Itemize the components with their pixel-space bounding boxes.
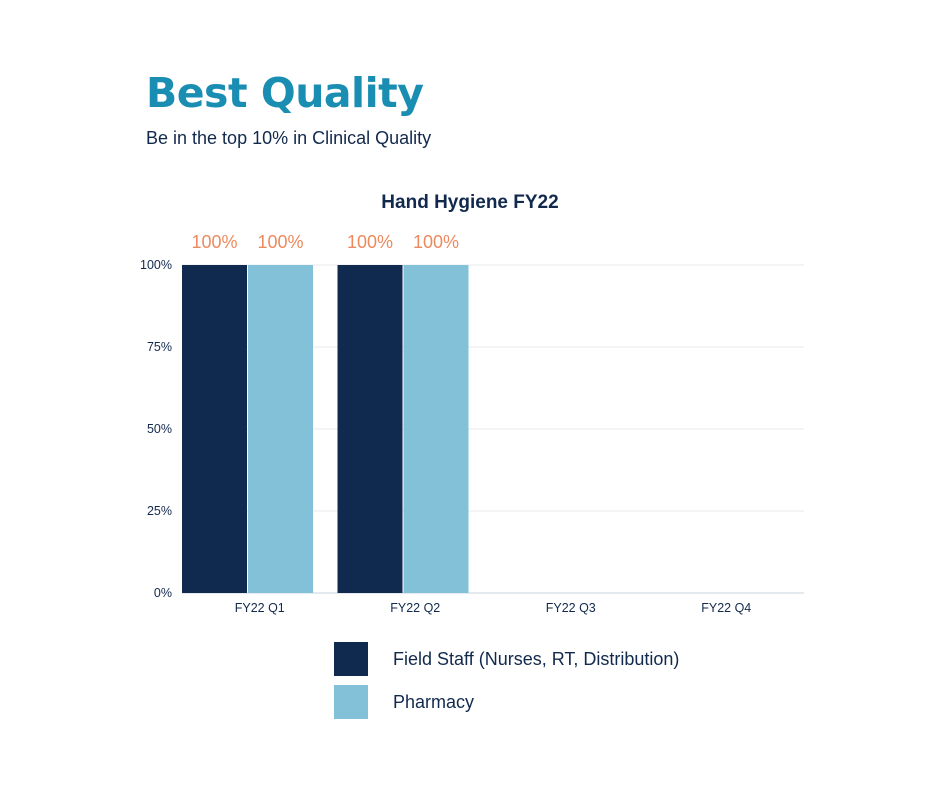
page-title: Best Quality — [146, 69, 424, 117]
y-tick-label: 75% — [147, 340, 172, 354]
data-label: 100% — [257, 232, 303, 252]
bar — [248, 265, 313, 593]
data-labels: 100% 100% 100% 100% — [191, 232, 459, 252]
y-tick-label: 100% — [140, 258, 172, 272]
x-tick-label: FY22 Q2 — [390, 601, 440, 615]
y-tick-label: 50% — [147, 422, 172, 436]
data-label: 100% — [413, 232, 459, 252]
y-axis-ticks: 0% 25% 50% 75% 100% — [140, 258, 172, 600]
chart-title: Hand Hygiene FY22 — [381, 192, 558, 213]
legend-swatch-pharmacy — [334, 685, 368, 719]
data-label: 100% — [191, 232, 237, 252]
page-subtitle: Be in the top 10% in Clinical Quality — [146, 128, 432, 148]
legend-label-field-staff: Field Staff (Nurses, RT, Distribution) — [393, 648, 680, 669]
bar-chart: Hand Hygiene FY22 0% 25% 50% 75% 100% FY22 Q… — [140, 192, 804, 615]
x-axis-ticks: FY22 Q1 FY22 Q2 FY22 Q3 FY22 Q4 — [235, 601, 752, 615]
legend-item-field-staff: Field Staff (Nurses, RT, Distribution) — [334, 642, 679, 676]
bar — [403, 265, 469, 593]
x-tick-label: FY22 Q1 — [235, 601, 285, 615]
bar — [337, 265, 403, 593]
y-tick-label: 25% — [147, 504, 172, 518]
legend-swatch-field-staff — [334, 642, 368, 676]
chart-legend: Field Staff (Nurses, RT, Distribution) P… — [334, 642, 679, 728]
bars — [182, 265, 469, 593]
legend-label-pharmacy: Pharmacy — [393, 691, 475, 712]
data-label: 100% — [347, 232, 393, 252]
y-tick-label: 0% — [154, 586, 172, 600]
x-tick-label: FY22 Q4 — [701, 601, 751, 615]
bar — [182, 265, 247, 593]
legend-item-pharmacy: Pharmacy — [334, 685, 679, 719]
x-tick-label: FY22 Q3 — [546, 601, 596, 615]
